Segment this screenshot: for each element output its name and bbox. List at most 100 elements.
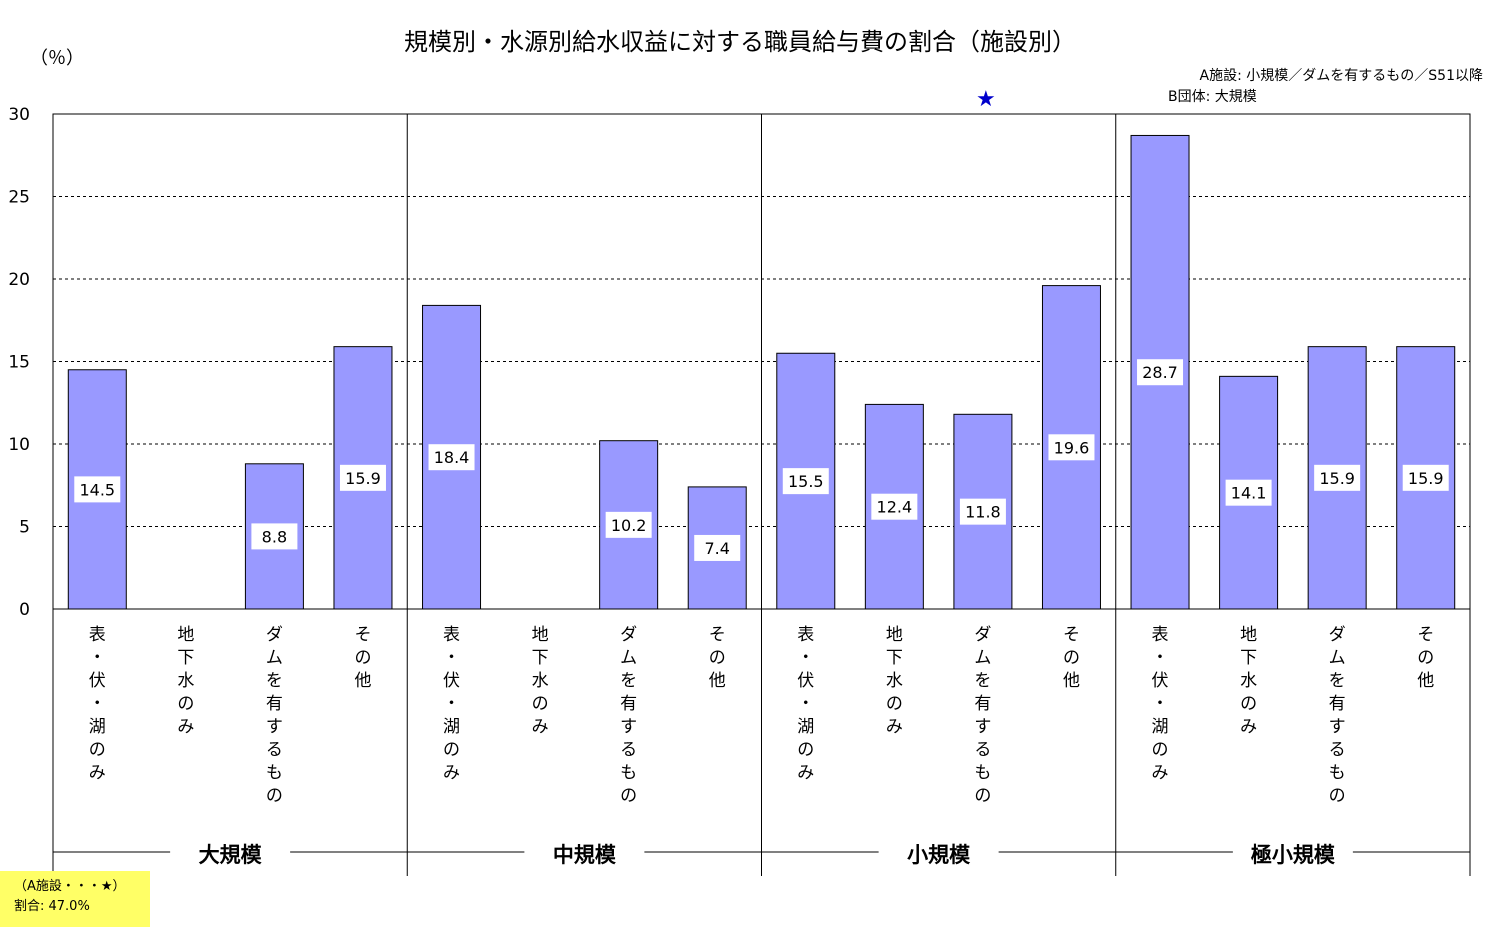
category-label-char: ・ <box>443 648 460 668</box>
data-label-bg <box>1402 464 1449 491</box>
category-label-char: そ <box>709 625 726 645</box>
category-label-char: も <box>266 763 283 783</box>
group-label-bg <box>524 840 645 864</box>
star-marker-icon: ★ <box>976 87 996 112</box>
category-label-char: 有 <box>266 694 283 714</box>
note-b-entity: B団体: 大規模 <box>1168 89 1257 105</box>
category-label-char: 他 <box>1417 671 1434 691</box>
category-label-char: ム <box>974 648 991 668</box>
data-label-bg <box>782 468 829 495</box>
category-label-char: ・ <box>797 648 814 668</box>
data-label-bg <box>251 523 298 550</box>
category-label-char: の <box>709 648 726 668</box>
data-label-bg <box>1225 479 1272 506</box>
category-label-char: 他 <box>1063 671 1080 691</box>
category-label-char: も <box>620 763 637 783</box>
category-label-char: み <box>89 763 106 783</box>
category-label-char: す <box>974 717 991 737</box>
category-label-char: 有 <box>974 694 991 714</box>
category-label-char: 伏 <box>797 671 814 691</box>
category-label-char: る <box>620 740 637 760</box>
data-label-bg <box>428 444 475 471</box>
category-label-char: 下 <box>886 648 903 668</box>
group-label-bg <box>1232 840 1353 864</box>
legend-box: （A施設・・・★） 割合: 47.0% <box>0 871 150 927</box>
data-label: 14.5 <box>79 480 115 499</box>
category-label-char: ム <box>266 648 283 668</box>
data-label-bg <box>959 498 1006 525</box>
category-label-char: み <box>797 763 814 783</box>
y-axis-unit: （％） <box>30 48 84 69</box>
chart-title: 規模別・水源別給水収益に対する職員給与費の割合（施設別） <box>404 28 1076 56</box>
category-label-char: の <box>354 648 371 668</box>
category-label-char: 地 <box>1240 625 1257 645</box>
category-label-char: の <box>177 694 194 714</box>
category-label-char: 伏 <box>89 671 106 691</box>
y-tick-label: 30 <box>8 105 30 125</box>
category-label-char: を <box>266 671 283 691</box>
category-label-char: 湖 <box>443 717 460 737</box>
data-label-bg <box>694 534 741 561</box>
category-label-char: そ <box>1417 625 1434 645</box>
category-label-char: 地 <box>177 625 194 645</box>
category-label-char: の <box>1329 786 1346 806</box>
category-label-char: み <box>443 763 460 783</box>
category-label-char: を <box>1329 671 1346 691</box>
category-label-char: の <box>620 786 637 806</box>
category-label-char: み <box>886 717 903 737</box>
category-label-char: ・ <box>89 694 106 714</box>
data-label-bg <box>1314 464 1361 491</box>
category-label-char: る <box>1329 740 1346 760</box>
category-label-char: も <box>974 763 991 783</box>
category-label-char: み <box>1240 717 1257 737</box>
group-label: 大規模 <box>199 843 263 867</box>
category-label-char: ダ <box>974 625 991 645</box>
group-label-bg <box>878 840 999 864</box>
category-label-char: ・ <box>1152 648 1169 668</box>
data-label: 19.6 <box>1054 438 1090 457</box>
category-label-char: の <box>1240 694 1257 714</box>
data-label: 14.1 <box>1231 484 1267 503</box>
category-label-char: ム <box>620 648 637 668</box>
bars: 14.5 8.8 15.9 18.4 10.2 7.4 15.5 12.4 11.8 ★ 19.6 2… <box>67 87 1456 610</box>
category-label-char: ・ <box>797 694 814 714</box>
data-label: 28.7 <box>1142 363 1178 382</box>
category-label-char: ・ <box>443 694 460 714</box>
data-label: 8.8 <box>262 527 287 546</box>
category-label-char: み <box>177 717 194 737</box>
group-label: 小規模 <box>907 843 971 867</box>
y-tick-label: 5 <box>19 518 30 538</box>
category-label-char: ム <box>1329 648 1346 668</box>
data-label: 12.4 <box>877 498 913 517</box>
category-label-char: も <box>1329 763 1346 783</box>
data-label: 15.9 <box>345 469 381 488</box>
note-a-facility: A施設: 小規模／ダムを有するもの／S51以降 <box>1200 68 1483 84</box>
category-label-char: み <box>1152 763 1169 783</box>
category-label-char: 他 <box>709 671 726 691</box>
data-label: 15.5 <box>788 472 824 491</box>
data-label: 10.2 <box>611 516 647 535</box>
category-label-char: そ <box>1063 625 1080 645</box>
category-label-char: の <box>89 740 106 760</box>
y-tick-label: 10 <box>8 435 30 455</box>
category-label-char: 下 <box>177 648 194 668</box>
data-label-bg <box>871 493 918 520</box>
y-tick-label: 25 <box>8 188 30 208</box>
category-label-char: の <box>974 786 991 806</box>
category-label-char: 水 <box>177 671 194 691</box>
category-label-char: 下 <box>1240 648 1257 668</box>
y-tick-label: 0 <box>19 600 30 620</box>
category-label-char: す <box>1329 717 1346 737</box>
category-label-char: の <box>797 740 814 760</box>
group-label-bg <box>170 840 291 864</box>
data-label-bg <box>1137 359 1184 386</box>
data-label-bg <box>605 511 652 538</box>
category-label-char: 地 <box>532 625 549 645</box>
category-label-char: 伏 <box>1152 671 1169 691</box>
category-label-char: 湖 <box>797 717 814 737</box>
category-label-char: ダ <box>266 625 283 645</box>
category-label-char: 有 <box>1329 694 1346 714</box>
category-label-char: そ <box>354 625 371 645</box>
data-label: 7.4 <box>704 539 729 558</box>
